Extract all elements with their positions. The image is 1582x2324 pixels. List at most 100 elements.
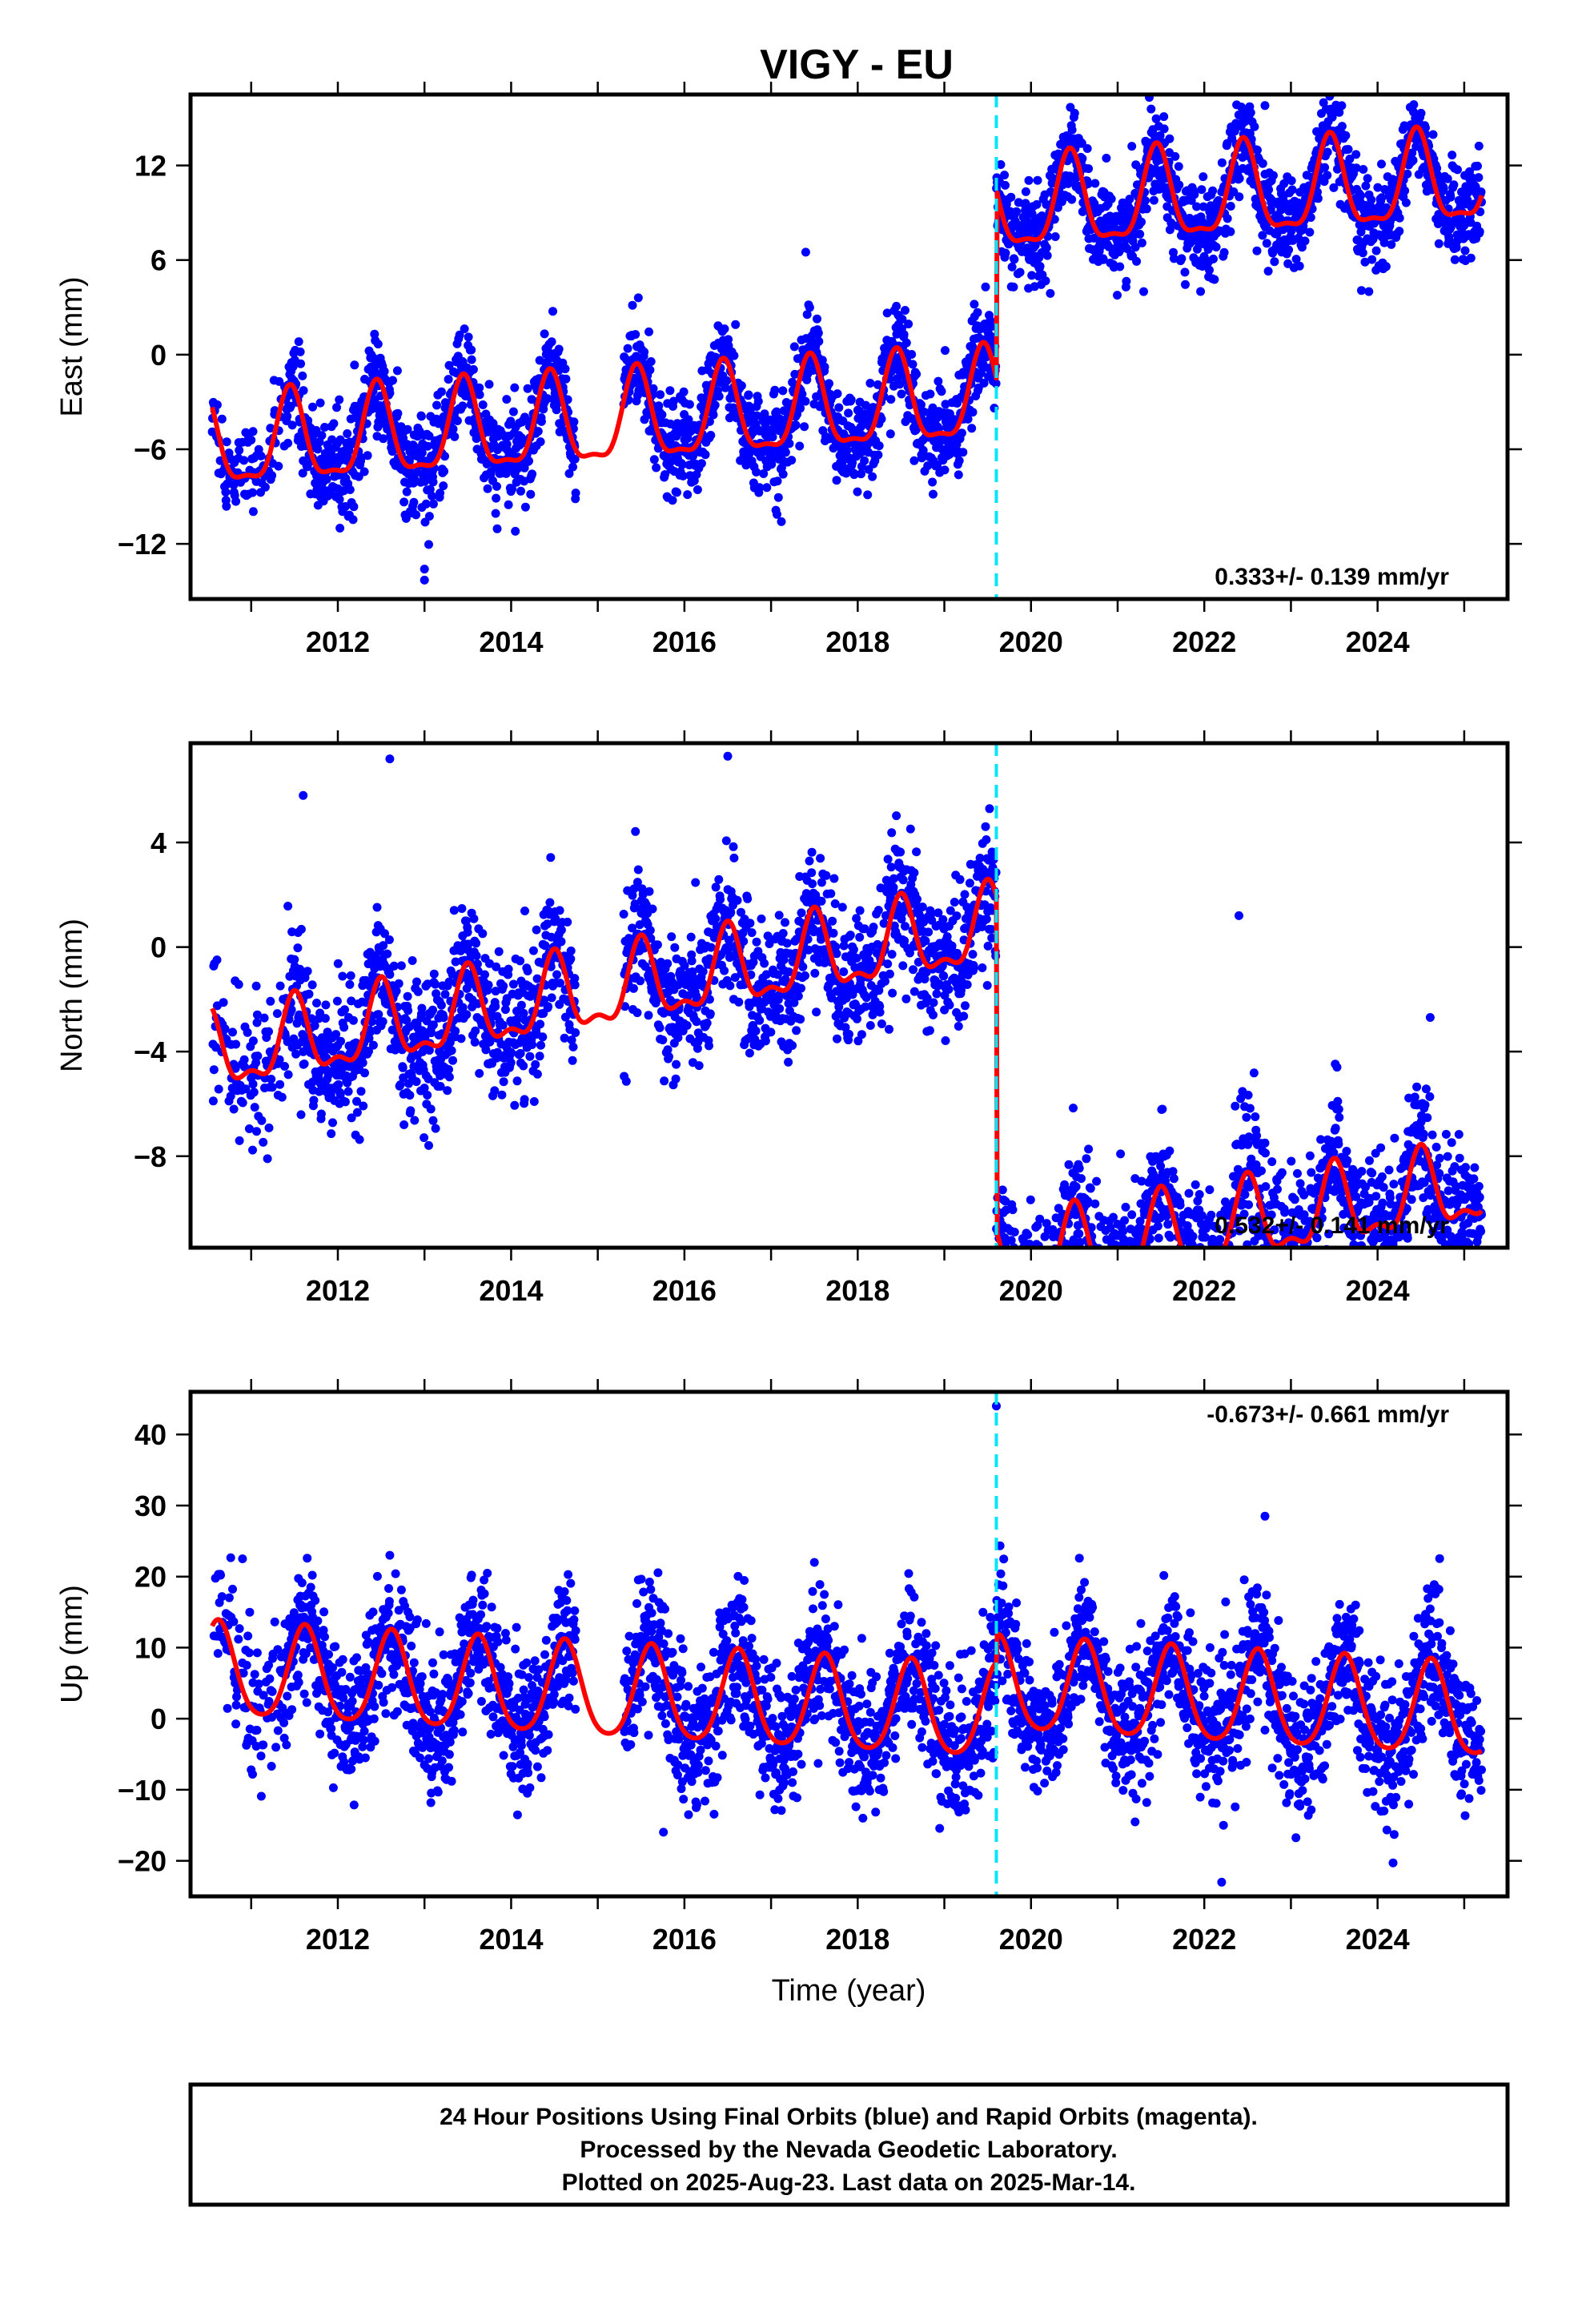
data-point xyxy=(720,966,729,975)
data-point xyxy=(973,308,982,317)
data-point xyxy=(1127,142,1137,151)
data-point xyxy=(544,1002,553,1011)
data-point xyxy=(1305,227,1315,237)
data-point xyxy=(260,482,270,492)
y-tick-label: −12 xyxy=(118,528,167,561)
data-point xyxy=(556,925,566,935)
data-point xyxy=(231,1063,240,1073)
data-point xyxy=(498,1020,508,1030)
data-point xyxy=(683,490,693,500)
data-point xyxy=(569,417,579,427)
data-point xyxy=(991,379,1001,388)
data-point xyxy=(1155,131,1165,140)
data-point xyxy=(1250,122,1259,131)
data-point xyxy=(693,485,702,494)
data-point xyxy=(277,1092,287,1102)
data-point xyxy=(443,1086,452,1096)
data-point xyxy=(497,1090,507,1100)
data-point xyxy=(855,932,865,942)
data-point xyxy=(781,918,789,927)
data-point xyxy=(706,431,716,440)
data-point xyxy=(793,991,803,1001)
data-point xyxy=(979,378,989,388)
data-point xyxy=(733,895,742,905)
data-point xyxy=(1263,267,1273,276)
data-point xyxy=(421,499,431,509)
data-point xyxy=(1196,287,1206,296)
data-point xyxy=(212,400,222,409)
data-point xyxy=(313,444,323,454)
data-point xyxy=(846,395,856,404)
data-point xyxy=(800,422,809,432)
data-point xyxy=(808,879,817,889)
x-tick-label: 2016 xyxy=(652,625,717,658)
east-model-curve xyxy=(210,124,1484,480)
data-point xyxy=(217,414,227,424)
data-point xyxy=(436,1000,446,1010)
data-point xyxy=(1337,122,1347,131)
data-point xyxy=(833,389,842,399)
data-point xyxy=(499,1077,508,1087)
data-point xyxy=(1205,265,1214,275)
data-point xyxy=(889,883,898,892)
data-point xyxy=(873,450,883,460)
data-point xyxy=(682,1021,692,1030)
data-point xyxy=(813,328,823,338)
data-point xyxy=(458,401,468,411)
data-point xyxy=(834,403,844,412)
data-point xyxy=(516,1000,526,1010)
data-point xyxy=(536,1040,545,1050)
data-point xyxy=(1453,165,1462,175)
data-point xyxy=(555,906,564,915)
data-point xyxy=(1252,246,1262,255)
data-point xyxy=(644,887,654,896)
x-tick-label: 2012 xyxy=(306,625,370,658)
data-point xyxy=(423,1091,432,1100)
data-point xyxy=(283,1070,293,1080)
data-point xyxy=(266,996,275,1006)
data-point xyxy=(264,1027,273,1036)
data-point xyxy=(1258,159,1267,168)
data-point xyxy=(568,1042,578,1051)
data-point xyxy=(214,1084,223,1094)
data-point xyxy=(405,1091,415,1100)
data-point xyxy=(687,956,697,966)
data-point xyxy=(795,441,805,451)
data-point xyxy=(545,898,555,907)
data-point xyxy=(469,914,479,923)
data-point xyxy=(368,1040,378,1050)
data-point xyxy=(321,1000,331,1010)
data-point xyxy=(807,868,817,878)
data-point xyxy=(829,928,838,938)
data-point xyxy=(410,1116,420,1125)
data-point xyxy=(1181,279,1190,289)
data-point xyxy=(259,1137,268,1147)
data-point xyxy=(950,415,959,424)
data-point xyxy=(249,1088,259,1097)
data-point xyxy=(755,483,765,493)
data-point xyxy=(1358,248,1367,258)
data-point xyxy=(475,390,484,400)
data-point xyxy=(683,433,693,443)
data-point xyxy=(309,1096,319,1105)
data-point xyxy=(343,429,352,438)
data-point xyxy=(954,470,963,480)
data-point xyxy=(691,878,701,887)
data-point xyxy=(660,1076,669,1086)
data-point xyxy=(1142,204,1151,214)
data-point xyxy=(428,1116,438,1125)
data-point xyxy=(1351,150,1361,159)
data-point xyxy=(475,1068,484,1078)
data-point xyxy=(412,510,421,520)
data-point xyxy=(1042,243,1051,252)
data-point xyxy=(379,434,388,444)
y-tick-label: −6 xyxy=(134,433,167,466)
data-point xyxy=(1209,254,1218,263)
data-point xyxy=(667,932,677,942)
data-point xyxy=(234,979,243,989)
data-point xyxy=(820,362,829,372)
data-point xyxy=(263,1154,272,1164)
data-point xyxy=(355,1135,364,1144)
data-point xyxy=(241,1084,251,1094)
